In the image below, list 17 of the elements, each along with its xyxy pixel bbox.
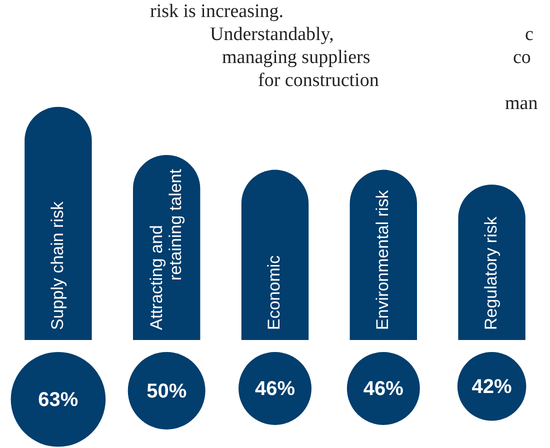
x-tick-label: Economic [264,254,284,330]
x-tick-label: Environmental risk [373,190,392,330]
data-label: 50% [146,380,187,402]
bar [458,184,526,340]
data-label: 42% [472,376,512,398]
x-tick-label: Attracting and retaining talent [146,168,185,330]
data-label: 46% [363,378,404,400]
text: c co man [505,24,538,114]
data-label: 63% [38,388,78,411]
x-tick-label: Supply chain risk [48,200,67,330]
bar [241,170,309,340]
bar [24,106,92,340]
bar [350,170,418,340]
x-tick-label: Regulatory risk [481,216,500,330]
bar [132,155,200,340]
text: risk is increasing. Understandably, managing suppliers for construction [150,0,379,92]
data-label: 46% [254,378,296,400]
